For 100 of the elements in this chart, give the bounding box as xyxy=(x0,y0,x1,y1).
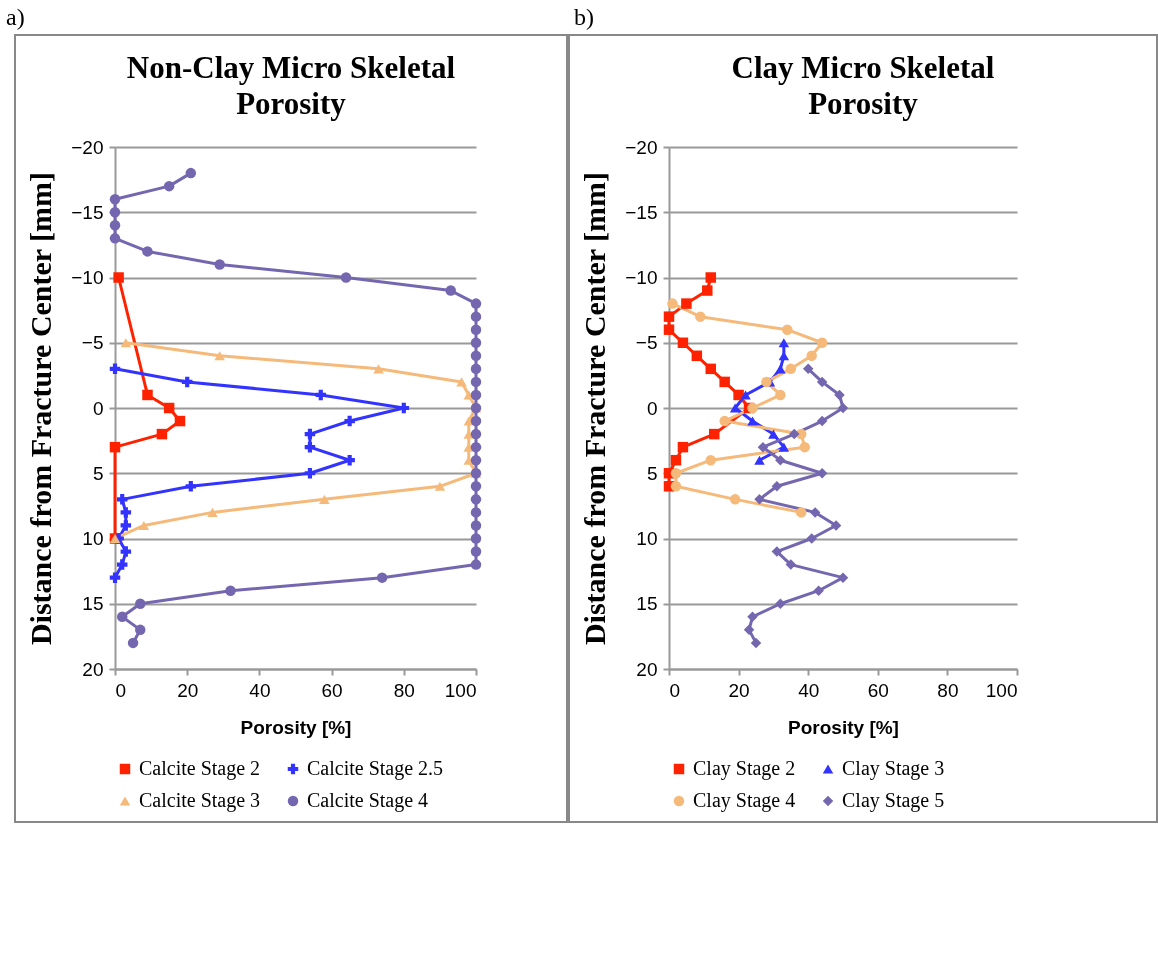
point xyxy=(778,442,790,452)
point xyxy=(775,598,786,609)
point xyxy=(116,559,128,570)
point xyxy=(470,376,482,388)
point xyxy=(691,350,703,362)
point xyxy=(163,180,175,192)
point xyxy=(344,415,355,427)
point xyxy=(185,481,197,492)
point xyxy=(120,338,132,348)
point xyxy=(109,572,121,583)
point xyxy=(470,428,482,440)
legend-label: Clay Stage 3 xyxy=(842,757,945,780)
x-tick-label: 40 xyxy=(798,679,820,701)
point xyxy=(135,624,146,636)
point xyxy=(470,350,482,362)
point xyxy=(470,298,482,309)
legend-label: Clay Stage 4 xyxy=(693,789,796,812)
point xyxy=(806,350,817,362)
point xyxy=(214,259,225,270)
point xyxy=(750,637,762,649)
point xyxy=(663,324,675,335)
point xyxy=(344,454,355,466)
point xyxy=(830,520,842,531)
point xyxy=(702,285,713,296)
point xyxy=(705,363,716,375)
y-tick-label: 5 xyxy=(92,462,104,484)
point xyxy=(789,428,800,440)
point xyxy=(667,298,678,309)
point xyxy=(743,624,755,636)
y-tick-label: 5 xyxy=(646,462,658,484)
y-tick-label: −5 xyxy=(635,332,658,354)
point xyxy=(733,389,744,401)
point xyxy=(754,494,765,505)
point xyxy=(719,415,730,427)
point xyxy=(775,454,786,466)
x-tick-label: 20 xyxy=(177,679,199,701)
legend-label: Clay Stage 2 xyxy=(693,757,796,780)
point xyxy=(214,351,225,361)
point xyxy=(740,390,751,400)
point xyxy=(771,481,783,492)
point xyxy=(207,507,218,517)
point xyxy=(834,389,845,401)
x-tick-label: 100 xyxy=(985,679,1018,701)
point xyxy=(109,193,121,205)
legend-label: Calcite Stage 3 xyxy=(139,789,261,812)
point xyxy=(778,338,790,348)
point xyxy=(782,324,793,335)
point xyxy=(709,428,720,440)
point xyxy=(705,454,716,466)
x-tick-label: 40 xyxy=(249,679,271,701)
point xyxy=(754,455,765,465)
y-tick-label: 0 xyxy=(92,397,104,419)
y-tick-label: −5 xyxy=(81,332,104,354)
point xyxy=(747,611,758,623)
chart-title: Clay Micro Skeletal Porosity xyxy=(730,50,996,122)
point xyxy=(319,494,330,504)
x-tick-label: 80 xyxy=(937,679,959,701)
point xyxy=(695,311,706,322)
point xyxy=(109,220,121,231)
point xyxy=(142,389,153,401)
point xyxy=(434,481,446,491)
point xyxy=(470,454,482,466)
x-tick-label: 0 xyxy=(115,679,127,701)
point xyxy=(109,441,121,453)
point xyxy=(120,546,132,557)
point xyxy=(470,389,482,401)
point xyxy=(681,298,692,309)
point xyxy=(816,376,828,388)
point xyxy=(768,429,779,439)
y-tick-label: 10 xyxy=(636,528,658,549)
point xyxy=(802,363,814,375)
point xyxy=(127,637,139,649)
point xyxy=(304,468,316,479)
point xyxy=(470,507,482,518)
point xyxy=(138,520,150,530)
point xyxy=(181,376,193,388)
point xyxy=(785,363,797,375)
point xyxy=(705,272,716,283)
point xyxy=(813,585,824,596)
point xyxy=(809,507,821,518)
y-tick-label: 20 xyxy=(82,658,104,680)
point xyxy=(109,233,121,244)
point xyxy=(796,507,807,518)
point xyxy=(373,364,384,374)
point xyxy=(456,377,467,387)
y-tick-label: 10 xyxy=(82,528,104,549)
point xyxy=(340,272,352,283)
point xyxy=(470,311,482,322)
point xyxy=(135,598,146,609)
y-axis-title: Distance from Fracture Center [mm] xyxy=(24,171,58,646)
y-tick-label: −10 xyxy=(625,267,658,288)
x-axis-title: Porosity [%] xyxy=(240,716,352,738)
point xyxy=(225,585,236,596)
point xyxy=(185,167,197,179)
point xyxy=(837,402,849,414)
x-tick-label: 20 xyxy=(728,679,750,701)
point xyxy=(719,376,730,388)
point xyxy=(757,441,769,453)
point xyxy=(470,441,482,453)
point xyxy=(670,481,682,492)
